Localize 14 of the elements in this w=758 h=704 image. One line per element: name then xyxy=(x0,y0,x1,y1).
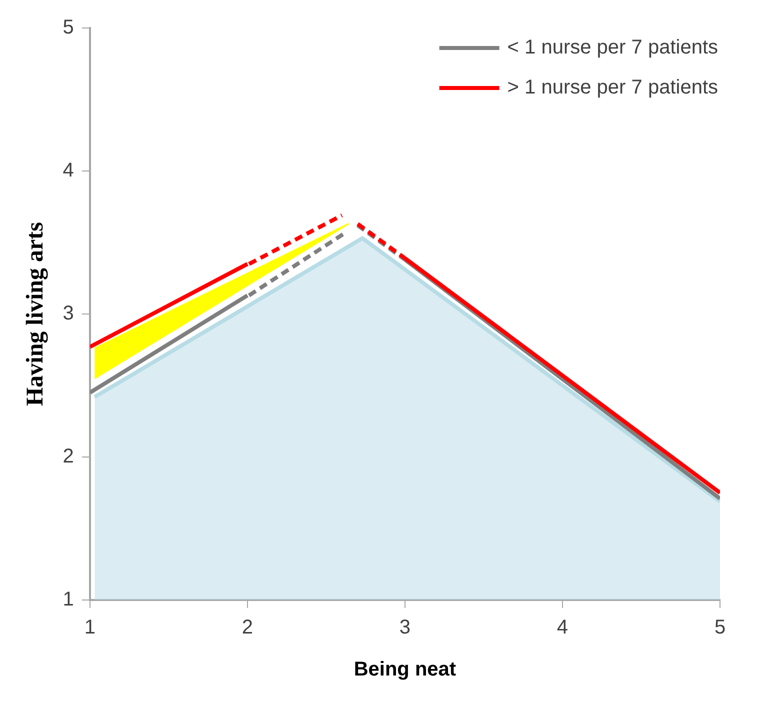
legend-label: < 1 nurse per 7 patients xyxy=(507,36,718,59)
x-axis-title: Being neat xyxy=(354,658,456,681)
x-tick-label: 2 xyxy=(242,616,254,639)
y-axis-title: Having living arts xyxy=(22,222,49,406)
x-tick-label: 4 xyxy=(556,616,568,639)
y-tick-label: 1 xyxy=(62,588,74,611)
y-tick-label: 3 xyxy=(62,302,74,325)
x-tick-label: 3 xyxy=(399,616,411,639)
x-tick-label: 1 xyxy=(84,616,96,639)
legend-label: > 1 nurse per 7 patients xyxy=(507,76,718,99)
y-tick-label: 5 xyxy=(62,16,74,39)
y-tick-label: 4 xyxy=(62,160,74,182)
y-tick-label: 2 xyxy=(62,446,74,468)
x-tick-label: 5 xyxy=(714,616,726,639)
